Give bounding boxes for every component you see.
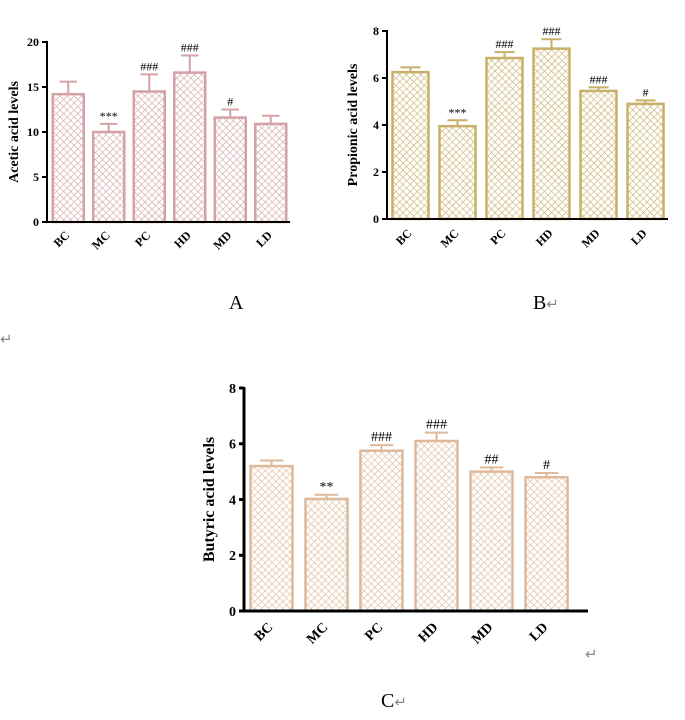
y-tick-label: 15: [27, 80, 39, 94]
bar: [626, 102, 665, 221]
y-tick-label: 0: [33, 215, 39, 229]
significance-label: **: [320, 480, 334, 495]
bar: [391, 70, 430, 221]
significance-label: #: [643, 85, 649, 99]
x-tick-label: PC: [363, 620, 387, 644]
y-tick-label: 20: [27, 35, 39, 49]
caption-c-text: C: [381, 690, 395, 712]
x-tick-label: PC: [487, 226, 508, 247]
y-tick-label: 2: [373, 165, 379, 179]
x-tick-label: BC: [393, 226, 415, 248]
y-tick-label: 6: [373, 71, 379, 85]
chart-panel-b: BC *** MC ### PC ### HD ### MD # LD 0 2 4 6 8 Propionic …: [346, 24, 668, 250]
caption-b: B↵: [533, 292, 559, 315]
y-tick-label: 10: [27, 125, 39, 139]
x-tick-label: BC: [51, 228, 73, 250]
x-tick-label: LD: [527, 620, 551, 644]
significance-label: ###: [426, 418, 447, 433]
bar: [304, 497, 349, 613]
bar: [469, 470, 514, 613]
x-tick-label: MD: [210, 228, 234, 252]
bar: [213, 116, 247, 224]
y-axis-label: Acetic acid levels: [7, 81, 22, 183]
bar: [524, 475, 569, 613]
x-tick-label: BC: [252, 620, 276, 644]
y-tick-label: 4: [229, 493, 236, 508]
y-tick-label: 8: [229, 382, 236, 397]
bar: [359, 449, 404, 613]
y-tick-label: 2: [229, 549, 236, 564]
y-tick-label: 4: [373, 118, 379, 132]
significance-label: ***: [100, 109, 118, 123]
y-axis-label: Butyric acid levels: [201, 437, 218, 562]
significance-label: #: [543, 458, 550, 473]
y-tick-label: 0: [229, 605, 236, 620]
bar: [485, 56, 524, 221]
bar: [249, 464, 294, 613]
x-tick-label: LD: [253, 228, 275, 250]
chart-panel-a: BC *** MC ### PC ### HD # MD LD 0 5 10 15 20 Acetic aci…: [7, 35, 290, 252]
bar: [414, 439, 459, 613]
y-tick-label: 6: [229, 438, 236, 453]
significance-label: #: [227, 95, 233, 109]
significance-label: ###: [543, 24, 561, 38]
significance-label: ###: [181, 41, 199, 55]
y-tick-label: 0: [373, 212, 379, 226]
return-mark-icon: ↵: [585, 645, 598, 663]
bar: [173, 71, 207, 224]
significance-label: ###: [590, 72, 608, 86]
significance-label: ###: [496, 37, 514, 51]
x-tick-label: MC: [438, 226, 462, 250]
x-tick-label: MD: [579, 226, 603, 250]
x-tick-label: MC: [304, 620, 331, 647]
significance-label: ###: [140, 59, 158, 73]
caption-a: A: [229, 292, 244, 314]
x-tick-label: LD: [628, 226, 650, 248]
bar: [532, 47, 571, 221]
caption-b-text: B: [533, 292, 547, 314]
x-tick-label: HD: [533, 226, 556, 249]
return-mark-icon: ↵: [0, 330, 13, 348]
x-tick-label: HD: [171, 228, 194, 251]
return-mark-icon: ↵: [546, 295, 559, 313]
bar: [132, 90, 166, 224]
y-tick-label: 8: [373, 24, 379, 38]
significance-label: ***: [449, 105, 467, 119]
bar: [254, 122, 288, 224]
caption-c: C↵: [381, 690, 407, 713]
chart-panel-c: BC ** MC ### PC ### HD ## MD # LD 0 2 4 6 8 Butyric acid…: [201, 382, 588, 647]
bar: [51, 92, 85, 224]
y-tick-label: 5: [33, 170, 39, 184]
x-tick-label: MD: [469, 620, 496, 647]
return-mark-icon: ↵: [394, 693, 407, 711]
significance-label: ##: [485, 452, 499, 467]
x-tick-label: HD: [416, 620, 441, 645]
bar: [579, 89, 618, 221]
x-tick-label: MC: [89, 228, 113, 252]
significance-label: ###: [371, 430, 392, 445]
y-axis-label: Propionic acid levels: [346, 63, 361, 186]
bar: [92, 130, 126, 224]
bar: [438, 124, 477, 221]
x-tick-label: PC: [132, 228, 153, 249]
